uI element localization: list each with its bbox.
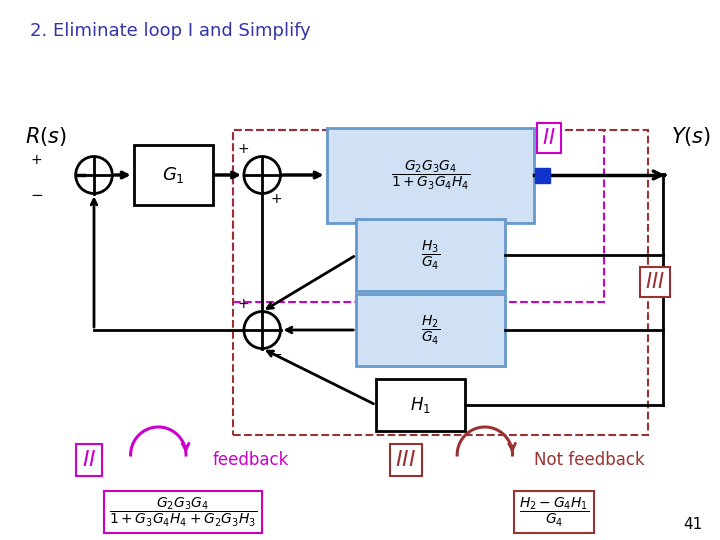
Text: $-$: $-$ <box>30 186 43 200</box>
Text: $II$: $II$ <box>542 128 556 148</box>
Text: $\dfrac{H_2 - G_4H_1}{G_4}$: $\dfrac{H_2 - G_4H_1}{G_4}$ <box>519 495 589 529</box>
Text: 2. Eliminate loop I and Simplify: 2. Eliminate loop I and Simplify <box>30 22 310 40</box>
Text: $G_1$: $G_1$ <box>162 165 184 185</box>
Text: $+$: $+$ <box>238 142 250 156</box>
Text: $+$: $+$ <box>238 297 250 311</box>
Text: $Y(s)$: $Y(s)$ <box>671 125 711 148</box>
Text: $III$: $III$ <box>395 450 416 470</box>
Text: $\dfrac{H_2}{G_4}$: $\dfrac{H_2}{G_4}$ <box>420 313 440 347</box>
Bar <box>535 167 549 183</box>
Text: $R(s)$: $R(s)$ <box>24 125 67 148</box>
Text: $\dfrac{G_2G_3G_4}{1+G_3G_4H_4}$: $\dfrac{G_2G_3G_4}{1+G_3G_4H_4}$ <box>391 158 470 192</box>
FancyBboxPatch shape <box>356 219 505 291</box>
Text: $II$: $II$ <box>82 450 96 470</box>
Text: $-$: $-$ <box>270 347 282 361</box>
Text: $\dfrac{H_3}{G_4}$: $\dfrac{H_3}{G_4}$ <box>420 239 440 272</box>
Text: Not feedback: Not feedback <box>534 451 645 469</box>
FancyBboxPatch shape <box>134 145 212 205</box>
Text: $\dfrac{G_2G_3G_4}{1+G_3G_4H_4+G_2G_3H_3}$: $\dfrac{G_2G_3G_4}{1+G_3G_4H_4+G_2G_3H_3… <box>109 495 257 529</box>
FancyBboxPatch shape <box>327 127 534 222</box>
Text: $+$: $+$ <box>270 192 282 206</box>
Text: $H_1$: $H_1$ <box>410 395 431 415</box>
FancyBboxPatch shape <box>376 379 465 431</box>
Text: $III$: $III$ <box>645 272 665 292</box>
Text: $+$: $+$ <box>30 153 42 167</box>
FancyBboxPatch shape <box>356 294 505 366</box>
Text: 41: 41 <box>683 517 703 532</box>
Text: feedback: feedback <box>212 451 289 469</box>
